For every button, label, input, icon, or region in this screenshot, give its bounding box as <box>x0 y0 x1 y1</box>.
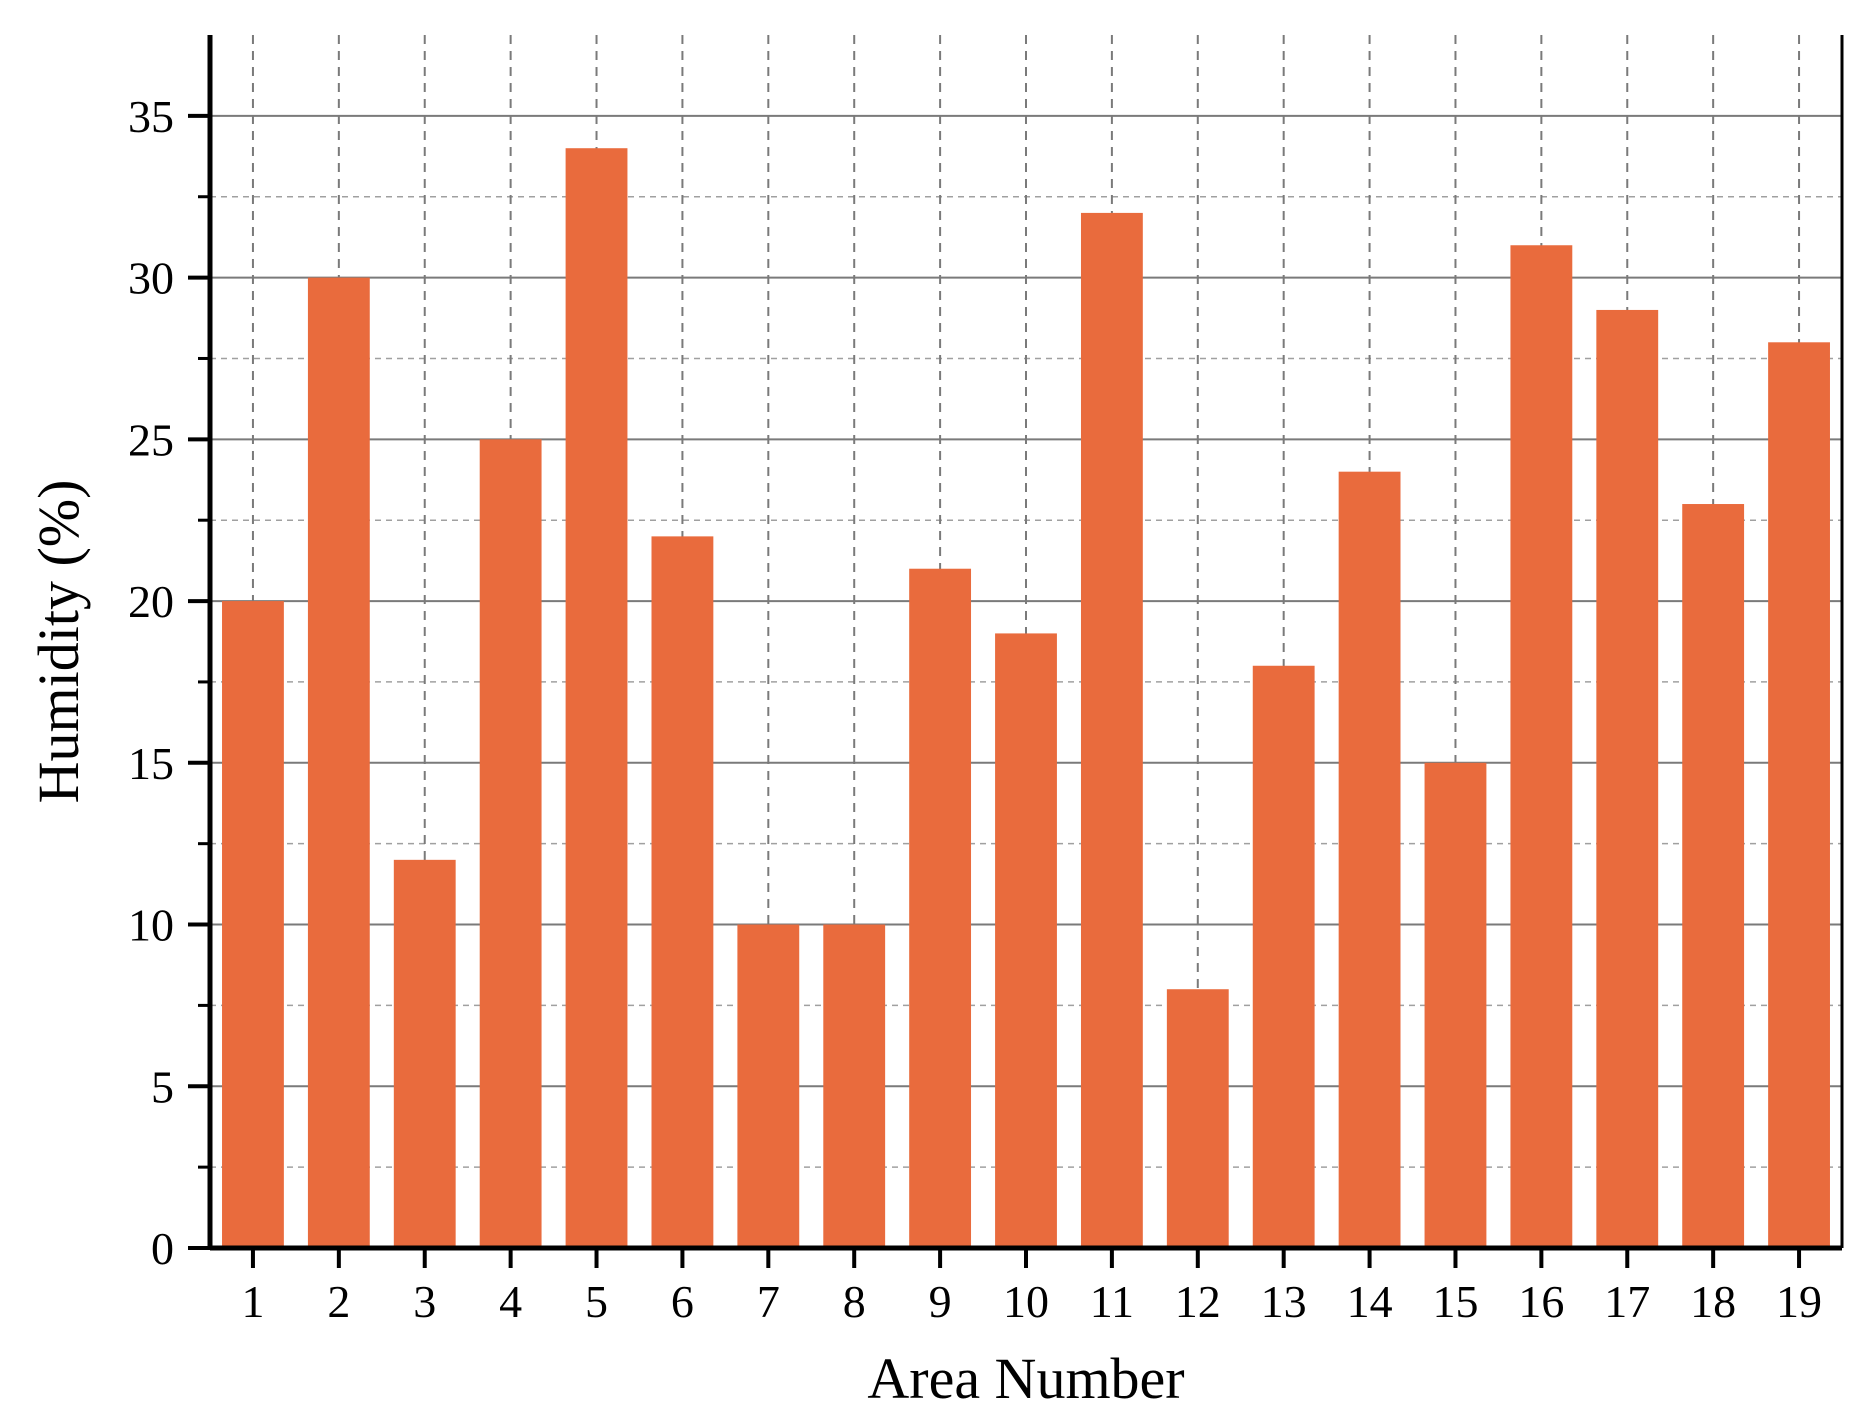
bar-area-5 <box>565 148 628 1248</box>
x-tick-label: 1 <box>241 1276 264 1327</box>
y-tick-label: 0 <box>151 1223 174 1274</box>
x-tick-label: 19 <box>1776 1276 1822 1327</box>
bar-area-13 <box>1252 665 1315 1248</box>
bar-area-12 <box>1166 989 1229 1248</box>
bar-area-6 <box>651 536 714 1248</box>
x-tick-label: 17 <box>1604 1276 1650 1327</box>
x-tick-label: 4 <box>499 1276 522 1327</box>
bar-area-19 <box>1768 342 1830 1248</box>
bar-area-18 <box>1682 504 1745 1248</box>
x-tick-label: 16 <box>1518 1276 1564 1327</box>
x-axis-title: Area Number <box>867 1346 1184 1411</box>
x-tick-label: 5 <box>585 1276 608 1327</box>
x-tick-label: 2 <box>327 1276 350 1327</box>
bar-area-11 <box>1080 212 1143 1249</box>
bar-area-3 <box>393 859 456 1248</box>
x-tick-label: 12 <box>1175 1276 1221 1327</box>
x-tick-label: 10 <box>1003 1276 1049 1327</box>
x-tick-label: 8 <box>843 1276 866 1327</box>
bar-area-1 <box>222 601 284 1248</box>
x-tick-label: 11 <box>1090 1276 1134 1327</box>
bars <box>222 148 1830 1249</box>
bar-area-4 <box>479 439 542 1248</box>
x-tick-label: 6 <box>671 1276 694 1327</box>
y-tick-label: 20 <box>128 576 174 627</box>
bar-area-16 <box>1510 245 1573 1249</box>
bar-area-8 <box>823 924 886 1248</box>
y-tick-label: 10 <box>128 900 174 951</box>
y-tick-label: 35 <box>128 91 174 142</box>
x-tick-label: 14 <box>1347 1276 1393 1327</box>
x-tick-label: 13 <box>1261 1276 1307 1327</box>
x-tick-label: 15 <box>1432 1276 1478 1327</box>
bar-area-17 <box>1596 309 1659 1248</box>
bar-area-10 <box>995 633 1057 1248</box>
bar-area-2 <box>307 277 370 1249</box>
bar-area-15 <box>1424 762 1487 1248</box>
y-tick-label: 30 <box>128 253 174 304</box>
bar-area-7 <box>737 924 800 1248</box>
x-tick-label: 9 <box>929 1276 952 1327</box>
bar-area-9 <box>909 568 972 1248</box>
y-tick-label: 25 <box>128 414 174 465</box>
y-tick-label: 15 <box>128 738 174 789</box>
x-tick-label: 7 <box>757 1276 780 1327</box>
x-tick-label: 3 <box>413 1276 436 1327</box>
axes <box>188 35 1844 1268</box>
y-axis-title: Humidity (%) <box>26 480 91 804</box>
x-tick-label: 18 <box>1690 1276 1736 1327</box>
bar-area-14 <box>1338 471 1401 1248</box>
y-tick-label: 5 <box>151 1061 174 1112</box>
